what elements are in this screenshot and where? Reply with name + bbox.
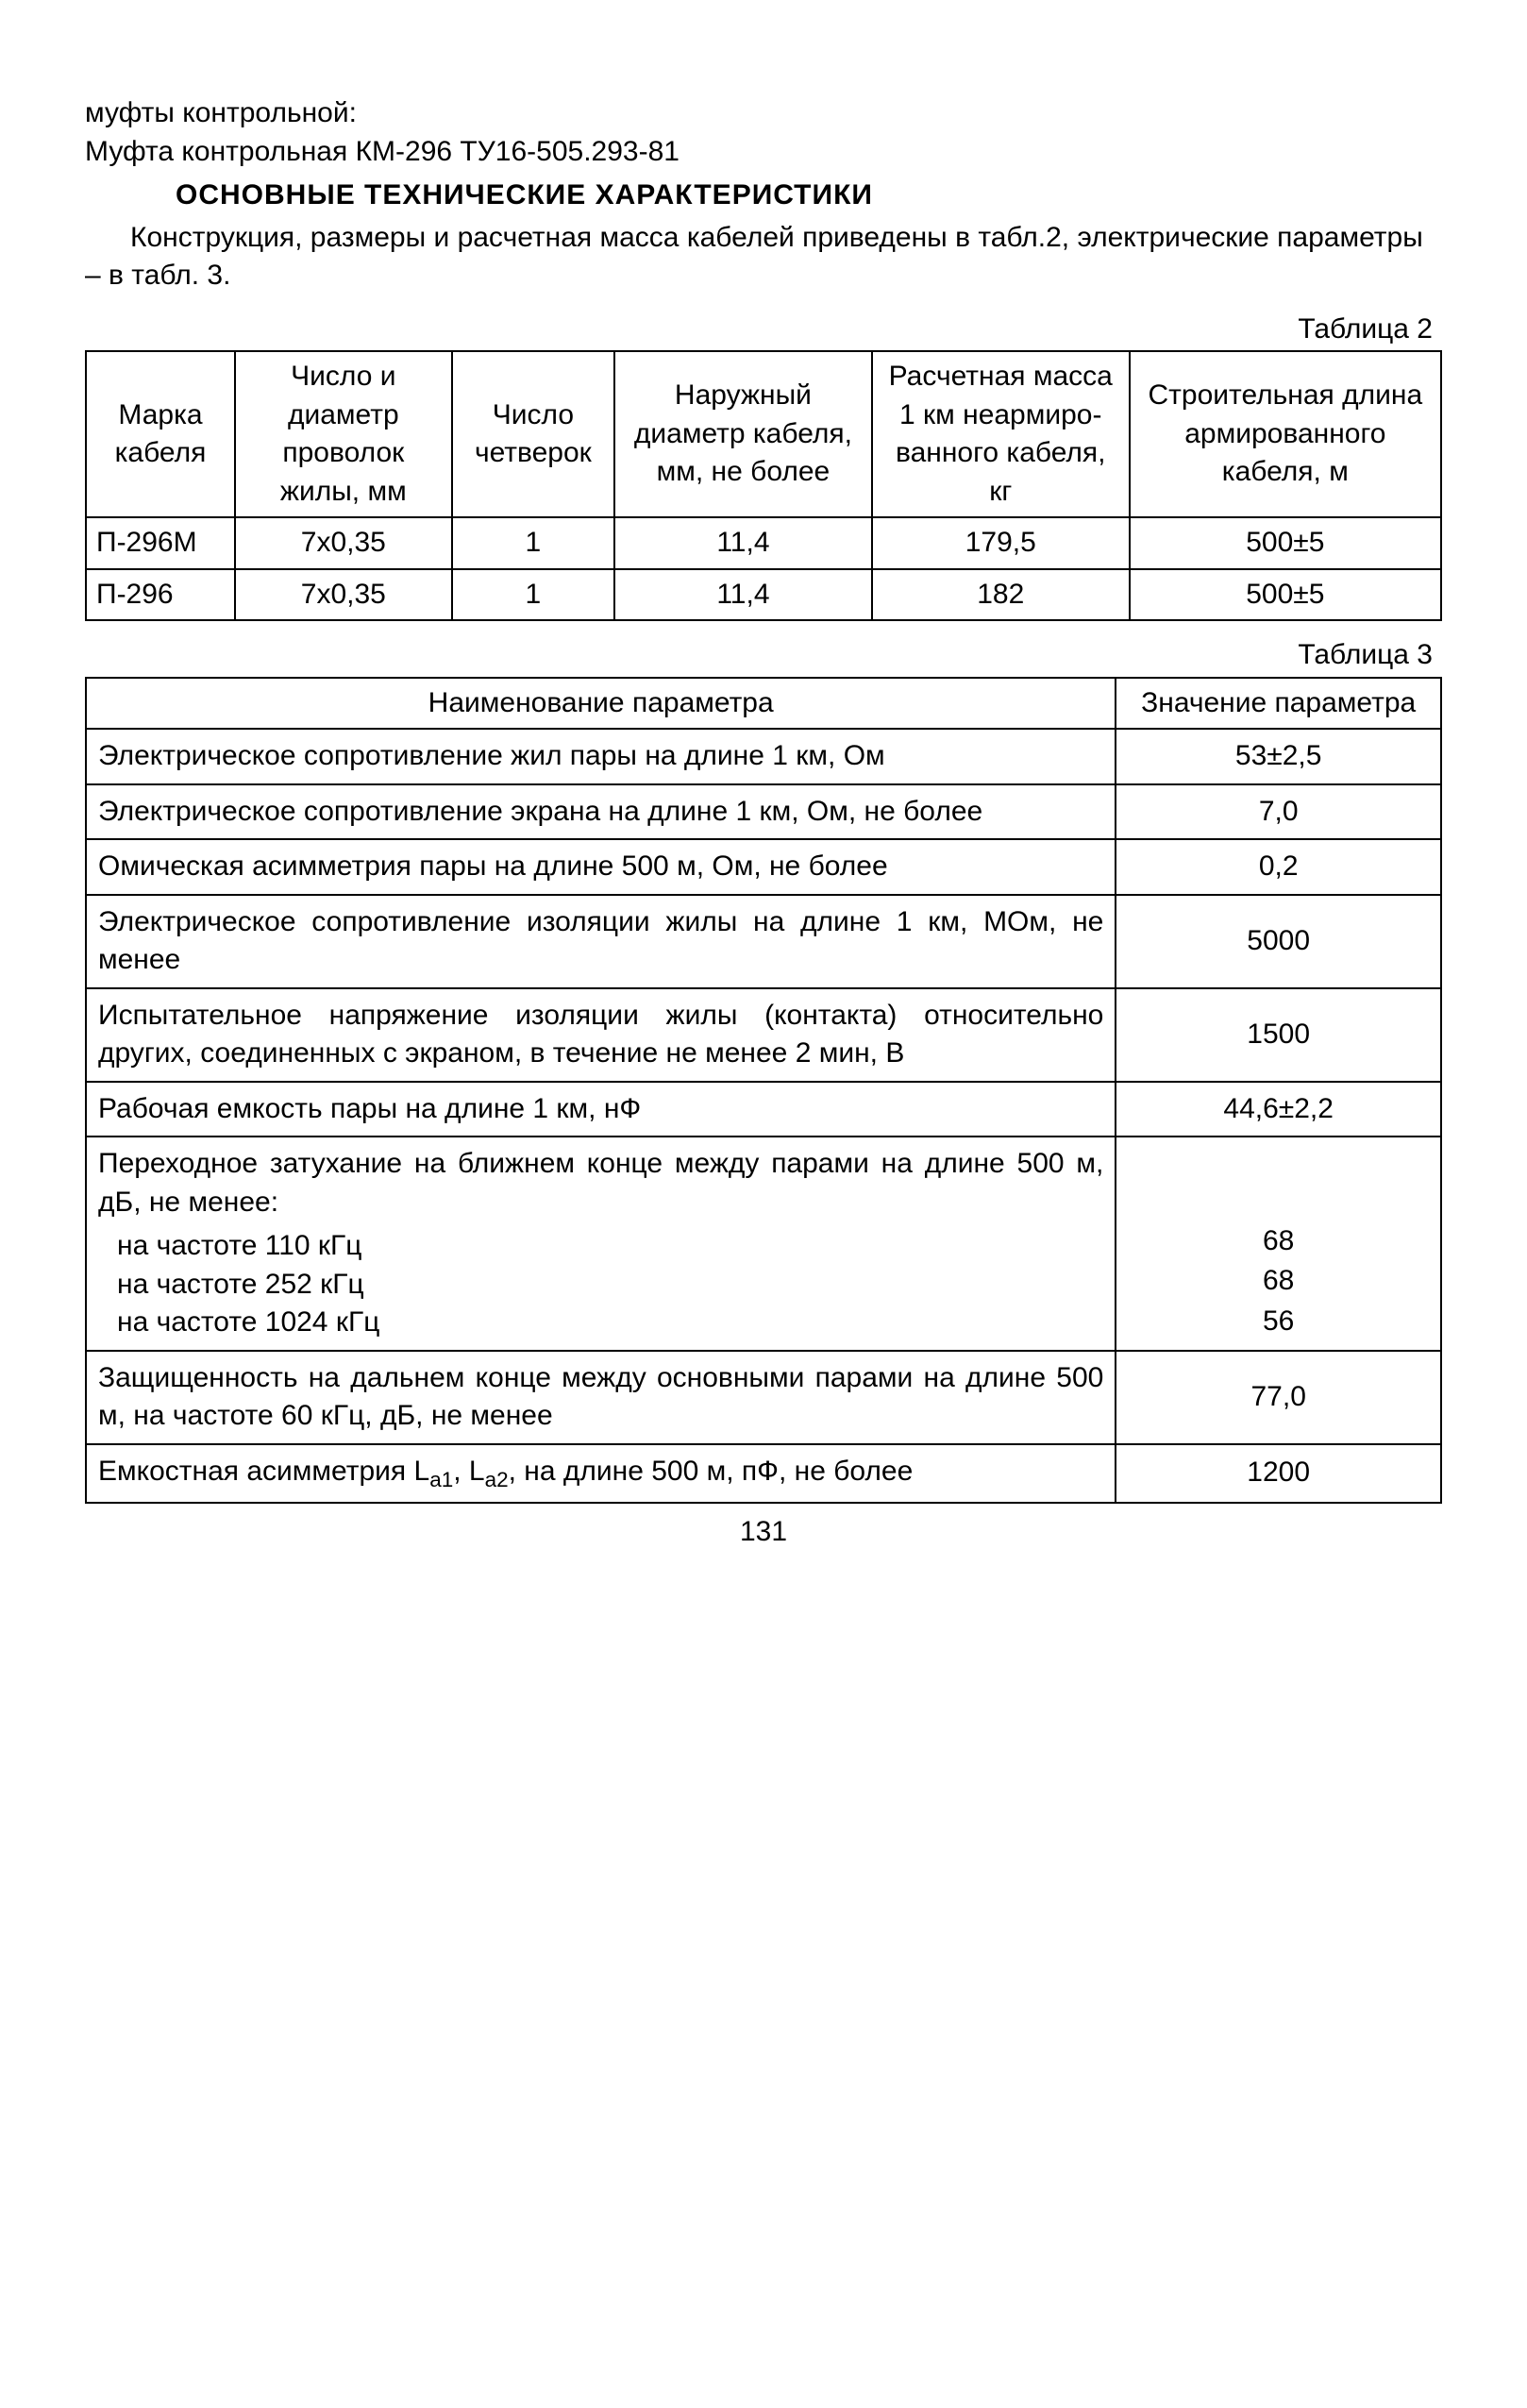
t3-multi-v1: 68 — [1263, 1262, 1294, 1301]
intro-line-2: Муфта контрольная КМ-296 ТУ16-505.293-81 — [85, 133, 1442, 172]
t3-r8-val: 1200 — [1116, 1444, 1441, 1503]
t3-r5-val: 44,6±2,2 — [1116, 1082, 1441, 1137]
t3-multi-v2: 56 — [1263, 1303, 1294, 1341]
t2-h1: Число и диаметр проволок жилы, мм — [235, 351, 452, 517]
t2-h2: Число четве­рок — [452, 351, 614, 517]
table-row: П-296М 7х0,35 1 11,4 179,5 500±5 — [86, 517, 1441, 569]
t3-r0-param: Электрическое сопротивление жил пары на … — [86, 729, 1116, 784]
intro-line-1: муфты контрольной: — [85, 94, 1442, 133]
t2-h5: Строительная длина арми­рованного кабеля… — [1130, 351, 1441, 517]
t2-h3: Наружный диаметр кабеля, мм, не более — [614, 351, 872, 517]
table3-label: Таблица 3 — [85, 636, 1433, 675]
table-row-multi: Переходное затухание на ближнем конце ме… — [86, 1137, 1441, 1351]
table-row: Защищенность на дальнем конце между осно… — [86, 1351, 1441, 1444]
t2-r1c2: 1 — [452, 569, 614, 621]
t3-r7-param: Защищенность на дальнем конце между осно… — [86, 1351, 1116, 1444]
t3-multi-lead: Переходное затухание на ближнем конце ме… — [98, 1145, 1103, 1221]
section-heading: ОСНОВНЫЕ ТЕХНИЧЕСКИЕ ХАРАКТЕРИСТИКИ — [85, 177, 1442, 215]
t3-r4-val: 1500 — [1116, 988, 1441, 1082]
t3-multi-val: 68 68 56 — [1116, 1137, 1441, 1351]
table-row: Омическая асимметрия пары на длине 500 м… — [86, 839, 1441, 895]
t3-r5-param: Рабочая емкость пары на длине 1 км, нФ — [86, 1082, 1116, 1137]
table-row: Электрическое сопротивление жил пары на … — [86, 729, 1441, 784]
t3-r1-param: Электрическое сопротивление экрана на дл… — [86, 784, 1116, 840]
t3-r2-val: 0,2 — [1116, 839, 1441, 895]
t2-r1c1: 7х0,35 — [235, 569, 452, 621]
table-row: П-296 7х0,35 1 11,4 182 500±5 — [86, 569, 1441, 621]
t2-r0c1: 7х0,35 — [235, 517, 452, 569]
table-row: Емкостная асимметрия Lа1, Lа2, на длине … — [86, 1444, 1441, 1503]
table2-label: Таблица 2 — [85, 311, 1433, 349]
t2-r1c5: 500±5 — [1130, 569, 1441, 621]
t2-r1c3: 11,4 — [614, 569, 872, 621]
t3-multi-v0: 68 — [1263, 1222, 1294, 1261]
table-row: Электрическое сопротивление экрана на дл… — [86, 784, 1441, 840]
table-3: Наименование параметра Значение параметр… — [85, 677, 1442, 1504]
table-row: Испытательное напряжение изоляции жилы (… — [86, 988, 1441, 1082]
t3-r0-val: 53±2,5 — [1116, 729, 1441, 784]
table2-header-row: Марка кабеля Число и диаметр проволок жи… — [86, 351, 1441, 517]
t2-h0: Марка кабеля — [86, 351, 235, 517]
t3-h1: Значение параметра — [1116, 678, 1441, 730]
t2-r0c3: 11,4 — [614, 517, 872, 569]
intro-block: муфты контрольной: Муфта контрольная КМ-… — [85, 94, 1442, 295]
t2-r1c0: П-296 — [86, 569, 235, 621]
t3-h0: Наименование параметра — [86, 678, 1116, 730]
t2-r0c4: 179,5 — [872, 517, 1130, 569]
table-row: Рабочая емкость пары на длине 1 км, нФ 4… — [86, 1082, 1441, 1137]
t3-r8-param: Емкостная асимметрия Lа1, Lа2, на длине … — [86, 1444, 1116, 1503]
intro-paragraph: Конструкция, размеры и расчетная масса к… — [85, 219, 1442, 295]
t3-r1-val: 7,0 — [1116, 784, 1441, 840]
t2-r0c5: 500±5 — [1130, 517, 1441, 569]
t2-r1c4: 182 — [872, 569, 1130, 621]
t3-r3-val: 5000 — [1116, 895, 1441, 988]
t3-multi-sub0: на частоте 110 кГц — [98, 1227, 1103, 1266]
t3-r2-param: Омическая асимметрия пары на длине 500 м… — [86, 839, 1116, 895]
table-row: Электрическое сопротивление изоляции жил… — [86, 895, 1441, 988]
t3-r4-param: Испытательное напряжение изоляции жилы (… — [86, 988, 1116, 1082]
t3-multi-param: Переходное затухание на ближнем конце ме… — [86, 1137, 1116, 1351]
t2-r0c2: 1 — [452, 517, 614, 569]
t3-multi-sub1: на частоте 252 кГц — [98, 1266, 1103, 1305]
t2-h4: Расчетная масса 1 км неармиро­ванного ка… — [872, 351, 1130, 517]
t3-r7-val: 77,0 — [1116, 1351, 1441, 1444]
t3-r3-param: Электрическое сопротивление изоляции жил… — [86, 895, 1116, 988]
t3-multi-sub2: на частоте 1024 кГц — [98, 1304, 1103, 1342]
table-2: Марка кабеля Число и диаметр проволок жи… — [85, 350, 1442, 621]
t2-r0c0: П-296М — [86, 517, 235, 569]
page-number: 131 — [85, 1513, 1442, 1552]
table3-header-row: Наименование параметра Значение параметр… — [86, 678, 1441, 730]
